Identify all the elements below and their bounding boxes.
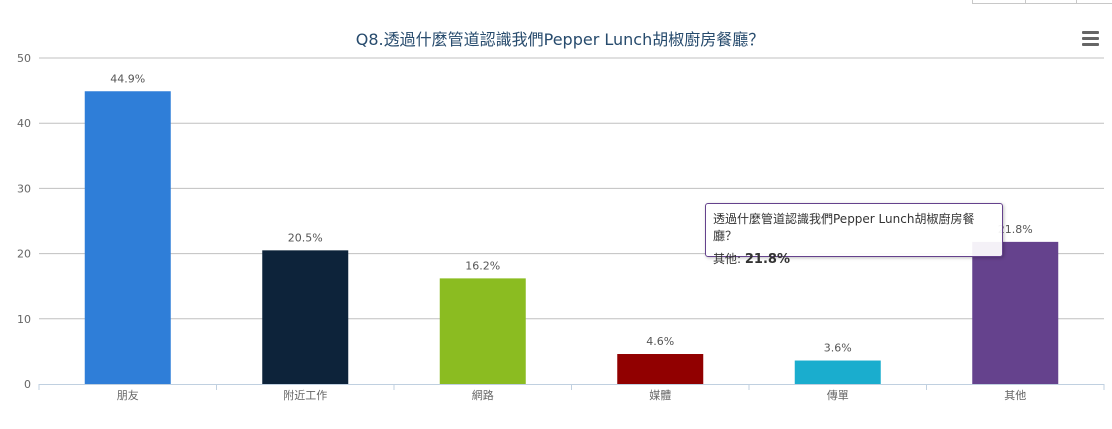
x-tick-label: 其他	[1004, 389, 1026, 402]
x-tick-label: 網路	[472, 388, 494, 402]
x-tick-label: 媒體	[649, 389, 671, 402]
tooltip-series: 其他	[713, 252, 738, 266]
data-label: 20.5%	[288, 231, 323, 244]
data-label: 4.6%	[646, 335, 674, 348]
data-label: 44.9%	[110, 72, 145, 85]
data-label: 16.2%	[465, 259, 500, 272]
bar	[617, 354, 704, 384]
top-control-segment[interactable]	[1076, 0, 1112, 4]
tooltip-title: 透過什麼管道認識我們Pepper Lunch胡椒廚房餐廳？	[713, 212, 975, 243]
bar	[84, 91, 171, 384]
x-tick-label: 傳單	[827, 389, 849, 402]
y-axis: 0 10 20 30 40 50	[17, 52, 31, 391]
top-controls	[972, 0, 1112, 4]
data-labels: 44.9% 20.5% 16.2% 4.6% 3.6% 21.8%	[110, 72, 1032, 354]
data-label: 3.6%	[824, 342, 852, 355]
bar	[794, 360, 881, 384]
x-axis: 朋友 附近工作 網路 媒體 傳單 其他	[38, 384, 1105, 402]
bar	[439, 278, 526, 384]
bar	[972, 241, 1059, 384]
bar	[262, 250, 349, 384]
gridlines	[39, 57, 1104, 320]
bars	[84, 91, 1059, 384]
y-tick-label: 50	[17, 52, 31, 65]
x-tick-label: 朋友	[117, 388, 139, 402]
y-tick-label: 20	[17, 248, 31, 261]
hamburger-menu-icon[interactable]	[1082, 31, 1102, 49]
tooltip-value: 21.8%	[744, 252, 790, 267]
y-tick-label: 0	[24, 378, 31, 391]
x-tick-label: 附近工作	[283, 388, 327, 402]
y-tick-label: 30	[17, 182, 31, 195]
y-tick-label: 10	[17, 313, 31, 326]
y-tick-label: 40	[17, 117, 31, 130]
data-label: 21.8%	[998, 223, 1033, 236]
chart-tooltip: 透過什麼管道認識我們Pepper Lunch胡椒廚房餐廳？ 其他: 21.8%	[705, 203, 1003, 267]
chart-title: Q8.透過什麼管道認識我們Pepper Lunch胡椒廚房餐廳？	[356, 30, 764, 49]
